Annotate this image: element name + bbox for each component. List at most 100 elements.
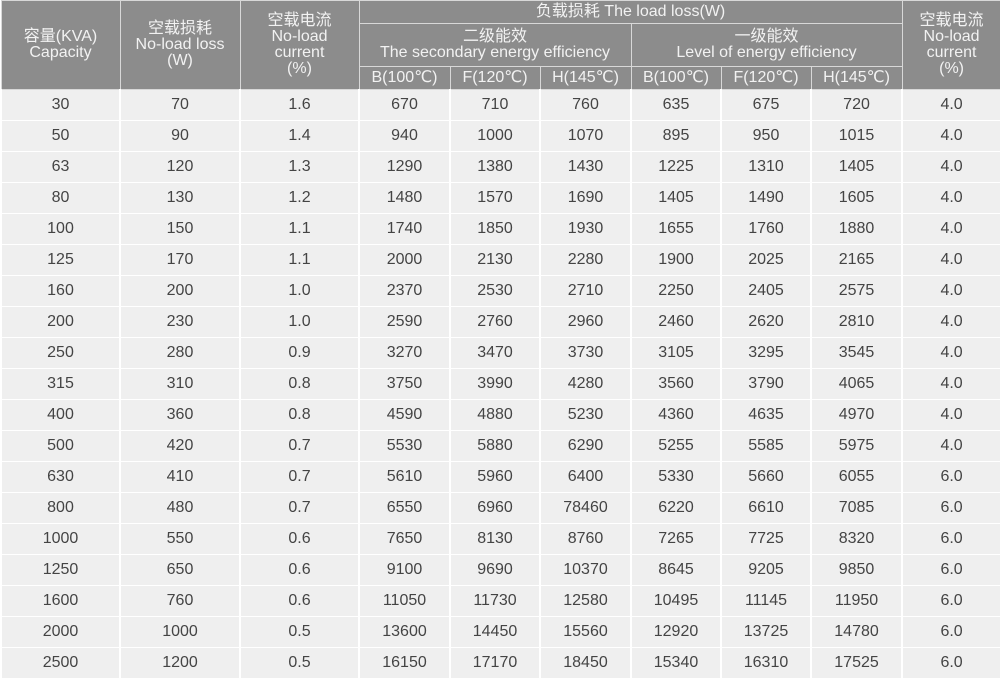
table-cell: 16150 — [358, 647, 451, 679]
table-cell: 2810 — [809, 306, 904, 338]
header-text: No-load — [271, 28, 328, 45]
table-cell: 630 — [0, 461, 121, 493]
table-cell: 11730 — [449, 585, 541, 617]
table-row: 1250 650 0.6 9100 9690 10370 8645 9205 9850 6.0 — [0, 554, 1000, 586]
table-row: 50 90 1.4 940 1000 1070 895 950 1015 4.0 — [0, 120, 1000, 152]
table-cell: 1655 — [630, 213, 722, 245]
header-capacity: 容量(KVA) Capacity — [0, 0, 121, 90]
table-cell: 200 — [119, 275, 241, 307]
table-cell: 5585 — [720, 430, 812, 462]
table-cell: 6055 — [809, 461, 904, 493]
table-cell: 940 — [358, 120, 451, 152]
header-temp: H(145℃) — [539, 66, 632, 90]
table-cell: 1405 — [809, 151, 904, 183]
header-text: Capacity — [29, 44, 92, 61]
table-cell: 1290 — [358, 151, 451, 183]
table-cell: 0.5 — [239, 616, 360, 648]
table-row: 800 480 0.7 6550 6960 78460 6220 6610 7085 6.0 — [0, 492, 1000, 524]
table-cell: 2460 — [630, 306, 722, 338]
table-row: 100 150 1.1 1740 1850 1930 1655 1760 1880 4.0 — [0, 213, 1000, 245]
header-text: 二级能效 — [462, 28, 527, 45]
table-cell: 635 — [630, 89, 722, 121]
header-temp: F(120℃) — [449, 66, 541, 90]
table-cell: 9850 — [809, 554, 904, 586]
table-cell: 4.0 — [901, 182, 1000, 214]
table-row: 315 310 0.8 3750 3990 4280 3560 3790 4065 4.0 — [0, 368, 1000, 400]
transformer-spec-table: 容量(KVA) Capacity 空载损耗 No-load loss (W) 空… — [0, 0, 1000, 679]
table-row: 80 130 1.2 1480 1570 1690 1405 1490 1605 4.0 — [0, 182, 1000, 214]
table-cell: 1605 — [809, 182, 904, 214]
table-cell: 30 — [0, 89, 121, 121]
table-row: 125 170 1.1 2000 2130 2280 1900 2025 2165 4.0 — [0, 244, 1000, 276]
table-cell: 2280 — [539, 244, 632, 276]
table-cell: 6960 — [449, 492, 541, 524]
table-cell: 4280 — [539, 368, 632, 400]
table-cell: 11950 — [809, 585, 904, 617]
table-cell: 3730 — [539, 337, 632, 369]
header-text: No-load loss — [135, 36, 225, 53]
header-no-load-current-last: 空载电流 No-load current (%) — [901, 0, 1000, 90]
table-cell: 11145 — [720, 585, 812, 617]
table-cell: 4.0 — [901, 306, 1000, 338]
table-row: 160 200 1.0 2370 2530 2710 2250 2405 2575 4.0 — [0, 275, 1000, 307]
table-cell: 0.6 — [239, 554, 360, 586]
table-cell: 2590 — [358, 306, 451, 338]
table-cell: 130 — [119, 182, 241, 214]
table-cell: 12580 — [539, 585, 632, 617]
table-cell: 1690 — [539, 182, 632, 214]
table-cell: 6.0 — [901, 554, 1000, 586]
table-cell: 6.0 — [901, 647, 1000, 679]
table-cell: 7265 — [630, 523, 722, 555]
header-text: 空载电流 — [919, 12, 984, 29]
table-cell: 17170 — [449, 647, 541, 679]
table-cell: 1.2 — [239, 182, 360, 214]
header-temp: H(145℃) — [810, 66, 903, 90]
header-temp: B(100℃) — [358, 66, 451, 90]
table-row: 200 230 1.0 2590 2760 2960 2460 2620 2810 4.0 — [0, 306, 1000, 338]
table-cell: 1200 — [119, 647, 241, 679]
header-text: current — [926, 44, 977, 61]
table-cell: 6400 — [539, 461, 632, 493]
table-cell: 16310 — [720, 647, 812, 679]
table-cell: 10370 — [539, 554, 632, 586]
table-cell: 1880 — [809, 213, 904, 245]
table-cell: 250 — [0, 337, 121, 369]
table-cell: 3560 — [630, 368, 722, 400]
table-cell: 1405 — [630, 182, 722, 214]
table-cell: 18450 — [539, 647, 632, 679]
table-cell: 1000 — [449, 120, 541, 152]
table-row: 500 420 0.7 5530 5880 6290 5255 5585 5975 4.0 — [0, 430, 1000, 462]
table-cell: 80 — [0, 182, 121, 214]
table-cell: 90 — [119, 120, 241, 152]
table-cell: 2250 — [630, 275, 722, 307]
table-cell: 6290 — [539, 430, 632, 462]
table-cell: 14780 — [809, 616, 904, 648]
header-text: (%) — [287, 60, 312, 77]
table-header: 容量(KVA) Capacity 空载损耗 No-load loss (W) 空… — [0, 0, 1000, 90]
table-row: 2500 1200 0.5 16150 17170 18450 15340 16310 1752… — [0, 647, 1000, 679]
header-text: 容量(KVA) — [23, 28, 98, 45]
table-cell: 8645 — [630, 554, 722, 586]
table-cell: 6.0 — [901, 523, 1000, 555]
table-cell: 230 — [119, 306, 241, 338]
table-cell: 720 — [809, 89, 904, 121]
table-cell: 310 — [119, 368, 241, 400]
table-cell: 420 — [119, 430, 241, 462]
header-text: No-load — [923, 28, 980, 45]
table-cell: 70 — [119, 89, 241, 121]
table-cell: 1.4 — [239, 120, 360, 152]
table-cell: 2500 — [0, 647, 121, 679]
table-body: 30 70 1.6 670 710 760 635 675 720 4.0 50 90 1.4 940 10… — [0, 89, 1000, 679]
header-no-load-current: 空载电流 No-load current (%) — [239, 0, 360, 90]
table-cell: 4.0 — [901, 368, 1000, 400]
table-cell: 1000 — [0, 523, 121, 555]
table-cell: 6.0 — [901, 461, 1000, 493]
table-cell: 1480 — [358, 182, 451, 214]
table-cell: 0.7 — [239, 461, 360, 493]
table-cell: 6550 — [358, 492, 451, 524]
table-row: 250 280 0.9 3270 3470 3730 3105 3295 3545 4.0 — [0, 337, 1000, 369]
header-no-load-loss: 空载损耗 No-load loss (W) — [119, 0, 241, 90]
table-cell: 4635 — [720, 399, 812, 431]
table-cell: 1430 — [539, 151, 632, 183]
table-cell: 2000 — [358, 244, 451, 276]
